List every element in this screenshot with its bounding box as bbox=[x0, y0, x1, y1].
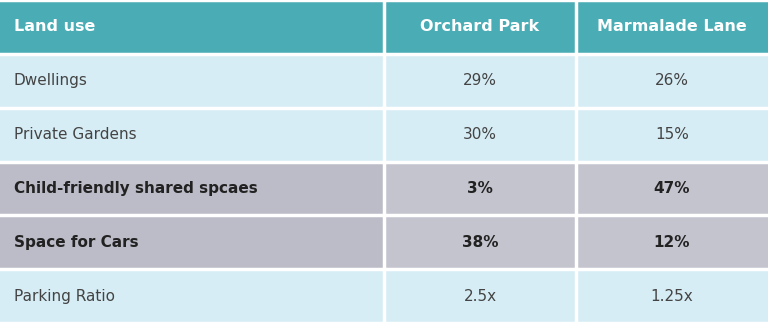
Bar bbox=[0, 269, 384, 323]
Text: Space for Cars: Space for Cars bbox=[14, 235, 138, 250]
Text: Orchard Park: Orchard Park bbox=[420, 19, 540, 35]
Text: Dwellings: Dwellings bbox=[14, 73, 88, 88]
Text: Parking Ratio: Parking Ratio bbox=[14, 288, 115, 304]
Bar bbox=[384, 54, 576, 108]
Bar bbox=[384, 215, 576, 269]
Bar bbox=[576, 108, 768, 162]
Text: 26%: 26% bbox=[655, 73, 689, 88]
Bar bbox=[384, 0, 576, 54]
Bar bbox=[0, 108, 384, 162]
Bar bbox=[0, 162, 384, 215]
Text: 38%: 38% bbox=[462, 235, 498, 250]
Bar bbox=[576, 0, 768, 54]
Bar bbox=[576, 54, 768, 108]
Text: 47%: 47% bbox=[654, 181, 690, 196]
Bar bbox=[576, 215, 768, 269]
Text: 30%: 30% bbox=[463, 127, 497, 142]
Text: 29%: 29% bbox=[463, 73, 497, 88]
Bar bbox=[384, 162, 576, 215]
Text: Land use: Land use bbox=[14, 19, 95, 35]
Text: 1.25x: 1.25x bbox=[650, 288, 694, 304]
Bar bbox=[384, 108, 576, 162]
Text: 15%: 15% bbox=[655, 127, 689, 142]
Bar bbox=[576, 269, 768, 323]
Bar bbox=[0, 54, 384, 108]
Bar bbox=[576, 162, 768, 215]
Text: 12%: 12% bbox=[654, 235, 690, 250]
Text: Private Gardens: Private Gardens bbox=[14, 127, 137, 142]
Text: 2.5x: 2.5x bbox=[463, 288, 497, 304]
Bar bbox=[384, 269, 576, 323]
Text: Child-friendly shared spcaes: Child-friendly shared spcaes bbox=[14, 181, 257, 196]
Bar bbox=[0, 0, 384, 54]
Bar bbox=[0, 215, 384, 269]
Text: Marmalade Lane: Marmalade Lane bbox=[598, 19, 746, 35]
Text: 3%: 3% bbox=[467, 181, 493, 196]
